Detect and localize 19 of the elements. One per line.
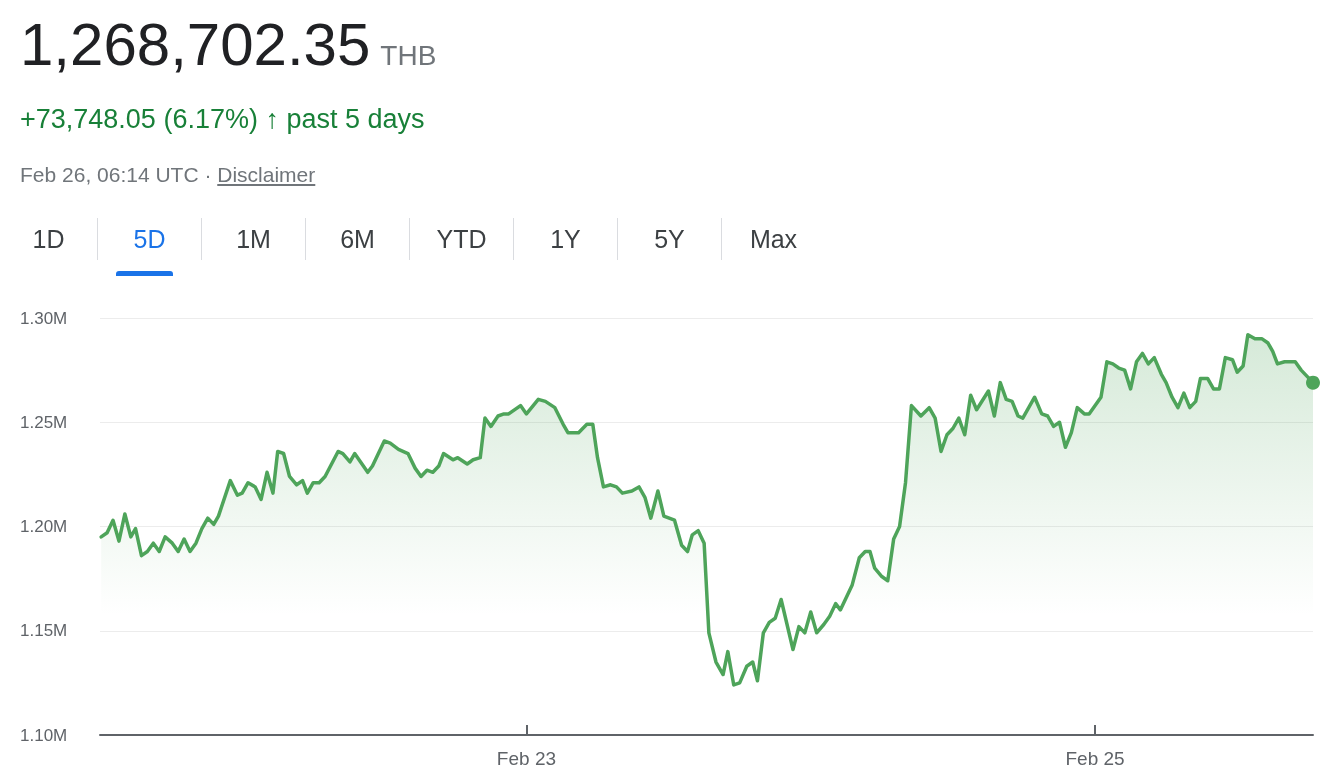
y-tick-label: 1.30M <box>20 308 68 328</box>
x-tick-label: Feb 23 <box>496 748 557 769</box>
text: YTD <box>435 224 488 254</box>
text: 6M <box>339 224 376 254</box>
text: Feb 26, 06:14 UTC · <box>20 163 212 186</box>
text: 5Y <box>653 224 686 254</box>
y-tick-label: 1.20M <box>20 517 68 536</box>
text: 1Y <box>549 224 582 254</box>
chart-subtitle: +73,748.05 (6.17%) ↑ past 5 days <box>20 104 425 135</box>
y-tick-label: 1.10M <box>20 725 68 745</box>
y-tick-label: 1.15M <box>20 621 68 641</box>
text: 1M <box>235 224 272 254</box>
text: 1D <box>31 224 66 254</box>
text: 5D <box>132 224 167 254</box>
y-tick-label: 1.25M <box>20 412 68 432</box>
text: Max <box>748 224 799 254</box>
chart-title: 1,268,702.35 THB <box>20 11 437 78</box>
x-tick-label: Feb 25 <box>1065 748 1125 769</box>
text: Disclaimer <box>217 163 316 186</box>
